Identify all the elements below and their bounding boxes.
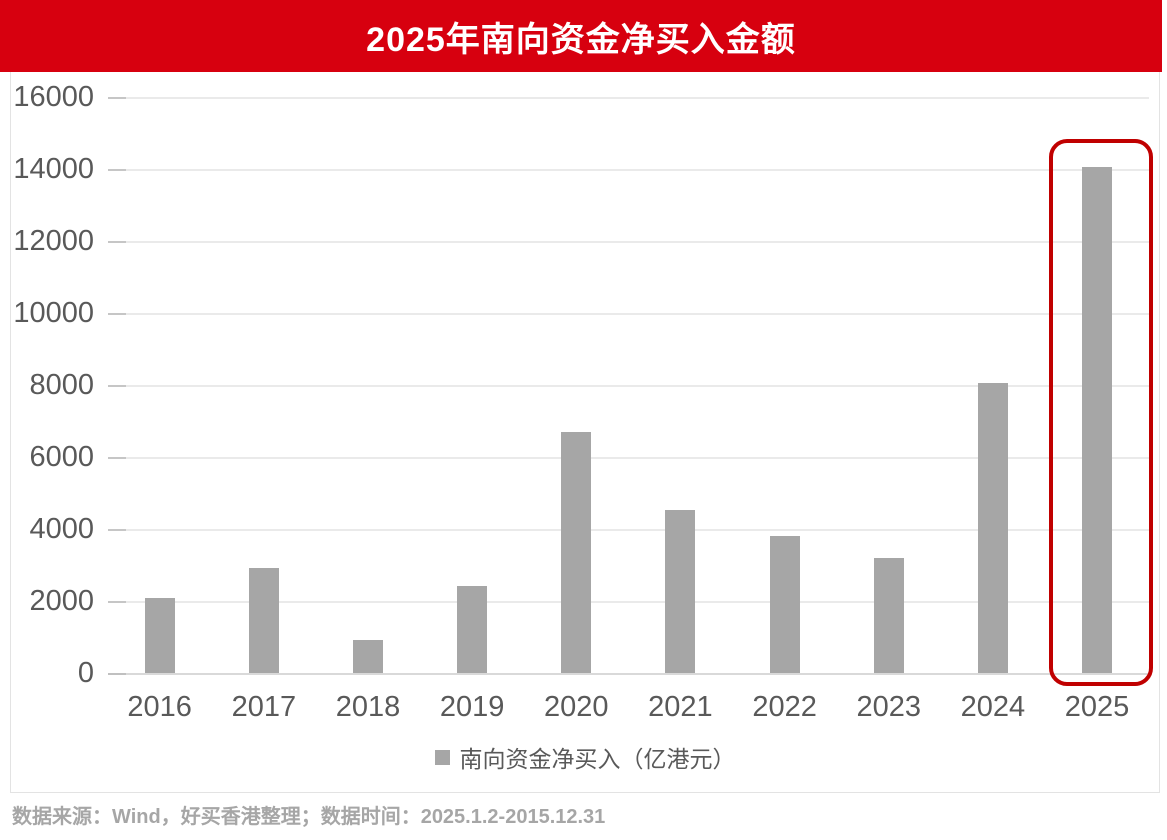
x-tick-label-2022: 2022: [752, 691, 817, 723]
gridline-4000: [107, 529, 1150, 531]
x-tick-label-2021: 2021: [648, 691, 713, 723]
gridline-2000: [107, 601, 1150, 603]
y-tick-label-14000: 14000: [13, 153, 94, 185]
bar-2019: [457, 585, 488, 673]
bar-2020: [561, 431, 592, 673]
bar-2021: [665, 509, 696, 673]
x-tick-label-2016: 2016: [127, 691, 192, 723]
bar-2018: [352, 639, 383, 673]
x-tick-label-2019: 2019: [439, 691, 505, 723]
y-tick-label-10000: 10000: [13, 297, 94, 329]
x-tick-label-2024: 2024: [960, 691, 1026, 723]
chart-card: 0 2000 4000 6000 8000 10000 12000 14000 16000 201…: [10, 72, 1160, 793]
legend-marker-square: [434, 749, 450, 765]
x-tick-label-2023: 2023: [856, 691, 921, 723]
bar-2025: [1082, 167, 1113, 673]
bar-2017: [248, 567, 279, 673]
y-tick-label-2000: 2000: [29, 585, 94, 617]
x-tick-label-2017: 2017: [231, 691, 297, 723]
plot-area: 0 2000 4000 6000 8000 10000 12000 14000 16000 201…: [11, 72, 1159, 792]
gridline-14000: [107, 169, 1150, 171]
gridline-8000: [107, 385, 1150, 387]
x-tick-label-2020: 2020: [544, 691, 609, 723]
x-tick-label-2018: 2018: [335, 691, 401, 723]
y-tick-label-6000: 6000: [29, 441, 94, 473]
gridline-12000: [107, 241, 1150, 243]
gridline-16000: [107, 97, 1150, 99]
bar-2024: [977, 382, 1008, 673]
data-source-note: 数据来源：Wind，好买香港整理；数据时间：2025.1.2-2015.12.3…: [12, 806, 606, 828]
y-tick-label-12000: 12000: [13, 225, 94, 257]
bar-2022: [769, 535, 800, 673]
chart-title: 2025年南向资金净买入金额: [366, 20, 796, 59]
bar-2023: [873, 558, 904, 673]
x-tick-label-2025: 2025: [1064, 691, 1130, 723]
chart-title-banner: 2025年南向资金净买入金额: [0, 0, 1162, 72]
legend-label: 南向资金净买入（亿港元）: [459, 746, 736, 772]
bar-2016: [144, 597, 175, 673]
y-tick-label-4000: 4000: [29, 513, 94, 545]
gridline-10000: [107, 313, 1150, 315]
y-tick-label-8000: 8000: [29, 369, 94, 401]
x-axis-line: [107, 673, 1150, 675]
y-tick-label-16000: 16000: [13, 81, 94, 113]
y-tick-label-0: 0: [77, 657, 94, 689]
gridline-6000: [107, 457, 1150, 459]
legend: 南向资金净买入（亿港元）: [11, 742, 1159, 772]
highlight-box-2025: [1049, 139, 1153, 686]
